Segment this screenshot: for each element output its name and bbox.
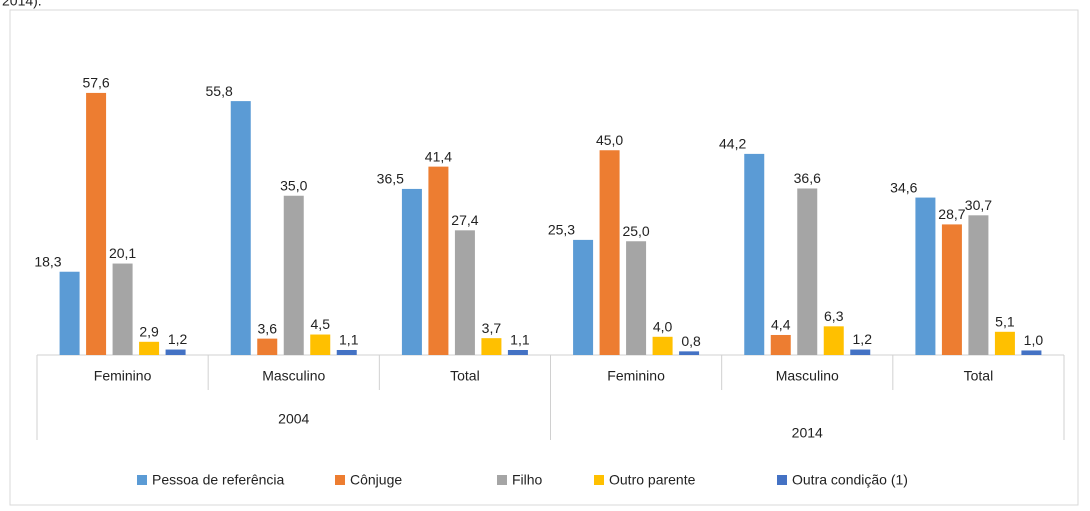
value-label: 3,6 xyxy=(258,320,278,336)
value-label: 1,2 xyxy=(168,331,188,347)
bar xyxy=(165,349,186,355)
value-label: 30,7 xyxy=(965,197,992,213)
value-label: 4,5 xyxy=(311,316,331,332)
value-label: 1,1 xyxy=(510,332,530,348)
value-label: 27,4 xyxy=(451,212,478,228)
bar xyxy=(507,349,528,355)
x-tick-label: Masculino xyxy=(262,368,325,384)
bar xyxy=(599,150,620,355)
value-label: 1,2 xyxy=(853,331,873,347)
value-label: 25,3 xyxy=(548,222,575,238)
legend-swatch xyxy=(594,475,604,485)
value-label: 1,0 xyxy=(1024,332,1044,348)
value-label: 36,6 xyxy=(794,170,821,186)
value-label: 6,3 xyxy=(824,308,844,324)
bar xyxy=(481,338,502,355)
x-tick-label: Masculino xyxy=(776,368,839,384)
value-label: 1,1 xyxy=(339,332,359,348)
bar xyxy=(257,338,278,355)
legend-label: Outra condição (1) xyxy=(792,472,908,488)
x-tick-label: Total xyxy=(450,368,480,384)
legend-swatch xyxy=(137,475,147,485)
bar xyxy=(428,166,449,355)
bar xyxy=(994,331,1015,355)
bar xyxy=(1021,350,1042,355)
bar xyxy=(573,239,594,355)
value-label: 34,6 xyxy=(890,179,917,195)
bar xyxy=(454,230,475,355)
bar xyxy=(850,349,871,355)
bar xyxy=(86,92,107,356)
bar xyxy=(139,341,160,355)
value-label: 4,0 xyxy=(653,319,673,335)
bar xyxy=(797,188,818,355)
bar xyxy=(59,271,80,355)
bar xyxy=(230,101,251,355)
value-label: 3,7 xyxy=(482,320,502,336)
legend-swatch xyxy=(497,475,507,485)
value-label: 55,8 xyxy=(206,83,233,99)
bar xyxy=(626,241,647,355)
bar xyxy=(968,215,989,355)
x-tick-label: Feminino xyxy=(94,368,152,384)
value-label: 20,1 xyxy=(109,245,136,261)
bar xyxy=(336,349,357,355)
x-tick-label: Total xyxy=(964,368,994,384)
chart-frame xyxy=(9,9,1079,506)
value-label: 35,0 xyxy=(280,177,307,193)
value-label: 4,4 xyxy=(771,317,791,333)
legend-swatch xyxy=(335,475,345,485)
value-label: 2,9 xyxy=(139,324,159,340)
legend-label: Outro parente xyxy=(609,472,696,488)
bar xyxy=(112,263,133,355)
legend-label: Pessoa de referência xyxy=(152,472,285,488)
x-tick-label: Feminino xyxy=(607,368,665,384)
bar xyxy=(679,351,700,355)
bar xyxy=(401,188,422,355)
bar xyxy=(310,334,331,355)
group-label: 2004 xyxy=(278,411,309,427)
value-label: 18,3 xyxy=(34,253,61,269)
legend-label: Cônjuge xyxy=(350,472,402,488)
value-label: 45,0 xyxy=(596,132,623,148)
group-label: 2014 xyxy=(792,425,823,441)
legend-swatch xyxy=(777,475,787,485)
value-label: 25,0 xyxy=(622,223,649,239)
note: 2014). xyxy=(2,0,42,9)
legend-label: Filho xyxy=(512,472,543,488)
bar xyxy=(744,153,765,355)
value-label: 5,1 xyxy=(995,313,1015,329)
value-label: 41,4 xyxy=(425,148,452,164)
bar xyxy=(652,336,673,355)
bar xyxy=(283,195,304,355)
value-label: 57,6 xyxy=(82,75,109,91)
value-label: 44,2 xyxy=(719,136,746,152)
value-label: 36,5 xyxy=(377,171,404,187)
bar xyxy=(915,197,936,355)
value-label: 0,8 xyxy=(681,333,701,349)
bar xyxy=(823,326,844,355)
value-label: 28,7 xyxy=(938,206,965,222)
bar xyxy=(941,224,962,355)
bar xyxy=(770,334,791,355)
